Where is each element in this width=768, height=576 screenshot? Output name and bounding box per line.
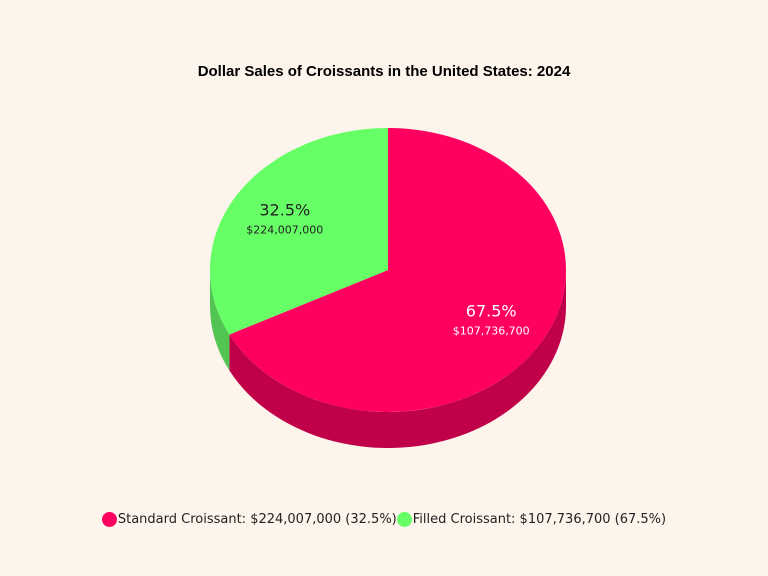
legend-marker [396, 512, 412, 527]
legend-marker [101, 512, 117, 527]
slice-standard-croissant [210, 128, 388, 335]
slice-percent-label: 32.5% [259, 201, 310, 220]
slice-side [210, 270, 230, 371]
slice-side [229, 270, 567, 448]
slice-value-label: $224,007,000 [246, 224, 323, 237]
legend-label: Standard Croissant: $224,007,000 (32.5%) [117, 512, 397, 527]
legend-label: Filled Croissant: $107,736,700 (67.5%) [412, 512, 667, 527]
legend: Standard Croissant: $224,007,000 (32.5%)… [0, 512, 768, 527]
slice-value-label: $107,736,700 [453, 324, 530, 337]
slice-filled-croissant [229, 128, 567, 412]
chart-title: Dollar Sales of Croissants in the United… [197, 63, 571, 80]
slice-percent-label: 67.5% [466, 301, 517, 320]
legend-item-filled[interactable]: Filled Croissant: $107,736,700 (67.5%) [396, 512, 667, 527]
legend-item-standard[interactable]: Standard Croissant: $224,007,000 (32.5%) [101, 512, 397, 527]
